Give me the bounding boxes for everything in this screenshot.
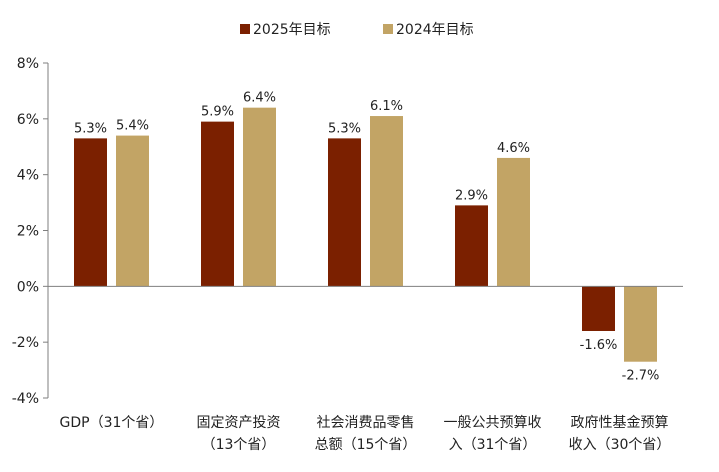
y-tick-label: -4% [12,391,39,407]
legend-swatch-2024 [383,24,393,34]
legend-swatch-2025 [240,24,250,34]
x-category-label: 入（31个省） [449,437,537,453]
data-label: 4.6% [497,141,530,156]
x-category-label: 一般公共预算收 [444,415,542,431]
bar-2025 [455,205,488,287]
data-label: 6.1% [370,99,403,114]
y-tick-label: 0% [17,279,39,295]
bar-2025 [201,121,234,287]
bar-2025 [582,286,615,331]
data-label: 2.9% [455,188,488,203]
x-category-label: 固定资产投资 [197,415,281,431]
data-label: 5.3% [74,121,107,136]
y-tick-label: -2% [12,335,39,351]
bar-2025 [74,138,107,287]
data-label: -2.7% [622,369,660,384]
data-label: 6.4% [243,91,276,106]
bar-2024 [624,286,657,362]
y-tick-label: 6% [17,112,39,128]
y-tick-label: 8% [17,56,39,72]
x-category-label: 政府性基金预算 [571,414,669,431]
bar-2024 [370,116,403,287]
bar-2024 [243,107,276,287]
y-tick-label: 2% [17,224,39,240]
x-category-label: （13个省） [202,437,276,453]
x-category-label: 收入（30个省） [569,437,671,453]
legend-label-2025: 2025年目标 [253,22,331,38]
data-label: 5.4% [116,119,149,134]
x-category-label: 总额（15个省） [315,437,417,453]
bar-2025 [328,138,361,287]
data-label: 5.9% [201,105,234,120]
x-category-label: 社会消费品零售 [317,415,415,431]
x-category-label: GDP（31个省） [60,415,164,431]
y-tick-label: 4% [17,168,39,184]
bar-2024 [116,135,149,287]
data-label: 5.3% [328,121,361,136]
legend-label-2024: 2024年目标 [396,22,474,38]
bar-2024 [497,157,530,287]
data-label: -1.6% [580,338,618,353]
